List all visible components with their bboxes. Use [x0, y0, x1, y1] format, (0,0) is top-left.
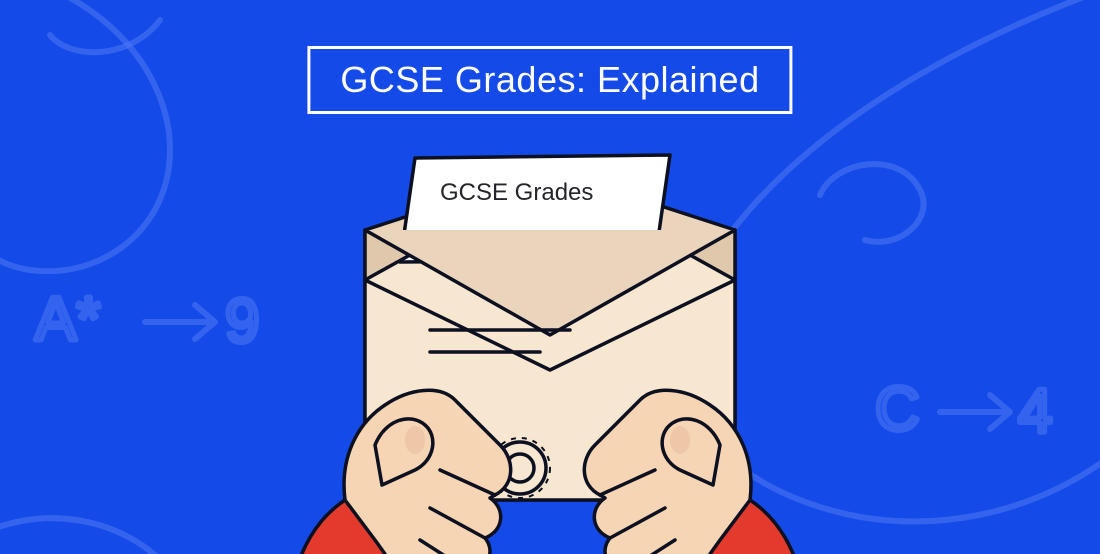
grade-card-label: GCSE Grades [440, 179, 593, 206]
envelope-illustration: .ol { stroke:var(--outline); stroke-widt… [0, 0, 1100, 554]
infographic-stage: A* 9 C 4 GCSE Grades: Explained .ol { st… [0, 0, 1100, 554]
